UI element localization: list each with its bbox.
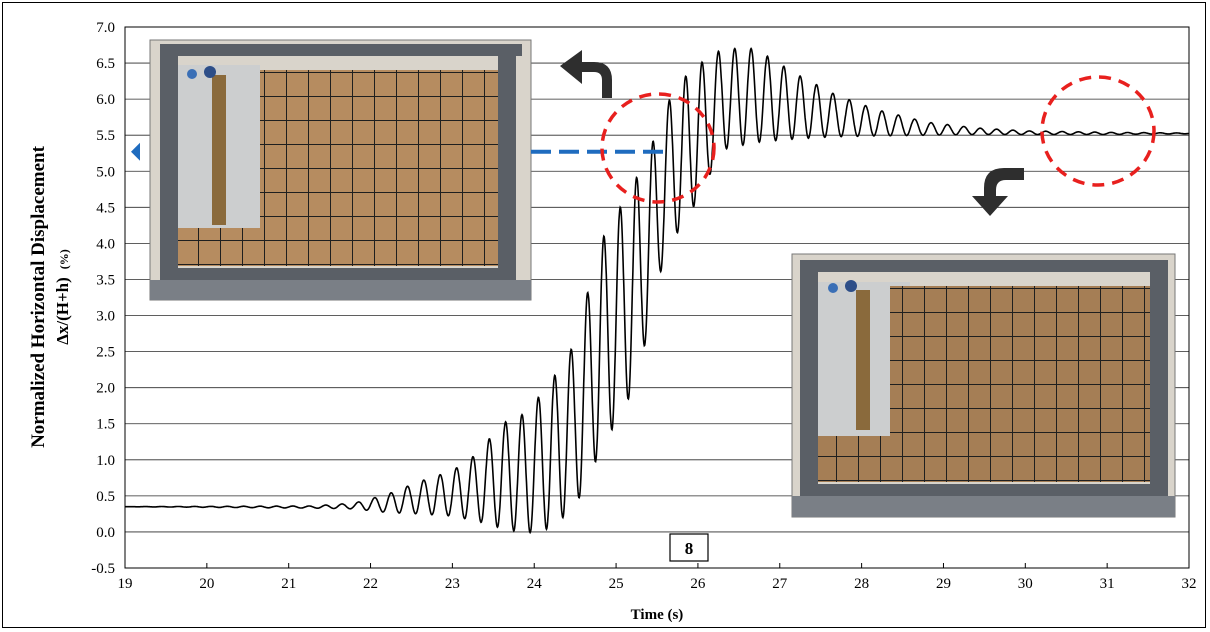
y-tick-label: 2.0 xyxy=(96,381,115,397)
y-tick-label: 5.5 xyxy=(96,128,115,144)
y-axis-subtitle: Δx/(H+h) (%) xyxy=(53,249,72,345)
x-tick-label: 20 xyxy=(199,576,214,592)
x-axis-ticks: 19 20 21 22 23 24 25 26 27 28 29 30 31 32 xyxy=(118,563,1197,592)
y-tick-label: 3.5 xyxy=(96,272,115,288)
dashed-circle-residual xyxy=(1040,75,1156,187)
y-tick-label: 1.0 xyxy=(96,453,115,469)
y-tick-label: 6.0 xyxy=(96,92,115,108)
x-tick-label: 32 xyxy=(1182,576,1197,592)
triangle-left-icon xyxy=(131,142,140,161)
x-tick-label: 23 xyxy=(445,576,460,592)
photo-final-state xyxy=(791,253,1176,518)
reference-level-line xyxy=(131,142,664,161)
x-tick-label: 22 xyxy=(363,576,378,592)
y-tick-label: 3.0 xyxy=(96,309,115,325)
x-tick-label: 28 xyxy=(854,576,869,592)
y-tick-label: 4.5 xyxy=(96,200,115,216)
y-tick-label: 5.0 xyxy=(96,164,115,180)
x-axis-title: Time (s) xyxy=(631,607,684,623)
series-layer xyxy=(125,47,1190,535)
y-tick-label: 2.5 xyxy=(96,345,115,361)
y-tick-label: 0.0 xyxy=(96,525,115,541)
y-axis-ticks: -0.5 0.0 0.5 1.0 1.5 2.0 2.5 3.0 3.5 4.0 4.5 5.0 5.5… xyxy=(91,20,115,577)
x-tick-label: 27 xyxy=(772,576,788,592)
y-tick-label: 7.0 xyxy=(96,20,115,36)
x-tick-label: 29 xyxy=(936,576,951,592)
dashed-circle-peak xyxy=(600,92,716,204)
y-tick-label: -0.5 xyxy=(91,561,115,577)
x-tick-label: 31 xyxy=(1100,576,1115,592)
y-tick-label: 1.5 xyxy=(96,417,115,433)
curved-arrow-down-icon xyxy=(972,168,1024,216)
x-tick-label: 30 xyxy=(1018,576,1033,592)
x-tick-label: 26 xyxy=(690,576,706,592)
annotation-box: 8 xyxy=(669,533,709,562)
y-axis-unit: (%) xyxy=(57,249,71,269)
y-axis-formula: Δx/(H+h) xyxy=(53,277,72,345)
photo-initial-state xyxy=(149,39,532,301)
y-tick-label: 0.5 xyxy=(96,489,115,505)
curved-arrow-left-icon xyxy=(560,50,612,98)
plot-area-border xyxy=(124,26,1190,569)
y-axis-title: Normalized Horizontal Displacement xyxy=(28,145,49,448)
x-tick-label: 21 xyxy=(281,576,296,592)
x-tick-label: 25 xyxy=(609,576,624,592)
y-tick-label: 4.0 xyxy=(96,236,115,252)
x-tick-label: 24 xyxy=(527,576,543,592)
series-line xyxy=(125,47,1190,535)
annotation-box-label: 8 xyxy=(685,539,694,558)
y-tick-label: 6.5 xyxy=(96,56,115,72)
x-tick-label: 19 xyxy=(118,576,133,592)
